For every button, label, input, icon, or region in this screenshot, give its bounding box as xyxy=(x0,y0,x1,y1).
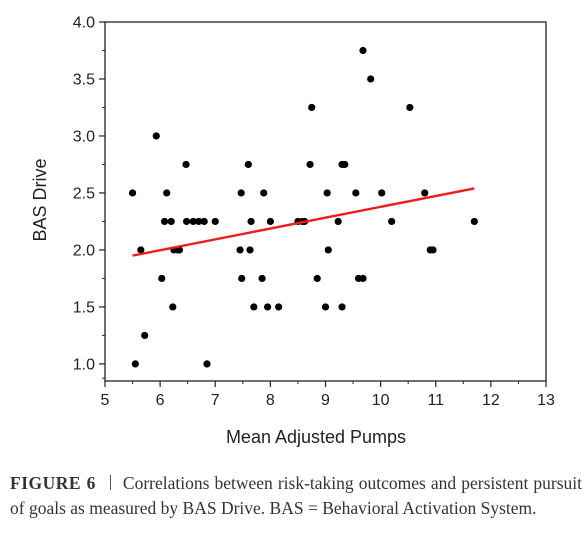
data-point xyxy=(313,274,321,283)
data-point xyxy=(388,217,396,226)
plot-axes xyxy=(104,21,547,382)
figure-label: FIGURE 6 xyxy=(10,473,96,493)
y-tick-label: 2.0 xyxy=(73,242,95,259)
caption-separator xyxy=(109,475,111,490)
y-axis-title: BAS Drive xyxy=(30,158,50,241)
y-tick-label: 1.0 xyxy=(73,356,95,373)
data-point xyxy=(359,274,367,283)
data-point xyxy=(378,189,386,197)
x-axis-title: Mean Adjusted Pumps xyxy=(226,427,406,447)
data-point xyxy=(264,303,272,311)
x-tick-label: 13 xyxy=(537,392,555,409)
data-point xyxy=(238,274,246,283)
data-point xyxy=(163,189,171,197)
data-point xyxy=(244,160,252,169)
data-point xyxy=(167,217,175,226)
scatter-chart: 5 6 7 8 9 10 11 12 13 1.0 1.5 2.0 2.5 3.0 3.5 4.0 Mean… xyxy=(30,15,555,448)
data-point xyxy=(160,217,169,226)
plot-frame xyxy=(104,21,547,382)
data-point xyxy=(175,246,184,254)
x-tick-label: 6 xyxy=(156,392,165,409)
data-point xyxy=(324,246,332,254)
data-point xyxy=(137,246,145,254)
data-point xyxy=(470,217,478,226)
data-point xyxy=(182,160,190,169)
data-point xyxy=(128,189,137,197)
data-point xyxy=(236,246,244,254)
y-tick-label: 2.5 xyxy=(73,185,95,202)
x-tick-label: 7 xyxy=(211,392,220,409)
data-point xyxy=(152,132,160,140)
y-tick-label: 1.5 xyxy=(73,299,95,316)
data-point xyxy=(250,303,258,311)
data-point xyxy=(237,189,245,197)
data-point xyxy=(352,189,360,197)
data-point xyxy=(258,274,266,283)
data-point xyxy=(306,160,314,169)
data-point xyxy=(323,189,331,197)
data-point xyxy=(308,103,316,112)
data-point xyxy=(131,360,139,368)
x-tick-label: 12 xyxy=(482,392,500,409)
y-axis-ticks: 1.0 1.5 2.0 2.5 3.0 3.5 4.0 xyxy=(73,15,105,379)
data-point xyxy=(195,217,203,226)
data-point xyxy=(359,46,367,55)
scatter-points xyxy=(128,46,478,368)
x-tick-label: 9 xyxy=(321,392,330,409)
data-point xyxy=(341,160,349,169)
data-point xyxy=(260,189,268,197)
caption-text: Correlations between risk-taking outcome… xyxy=(10,473,582,518)
data-point xyxy=(246,246,254,254)
data-point xyxy=(189,217,197,226)
data-point xyxy=(247,217,255,226)
x-tick-label: 11 xyxy=(427,392,444,409)
data-point xyxy=(421,189,429,197)
trendline-group xyxy=(132,187,475,257)
y-tick-label: 3.0 xyxy=(73,128,95,145)
data-point xyxy=(203,360,211,368)
data-point xyxy=(182,217,191,226)
data-point xyxy=(406,103,414,112)
x-tick-label: 8 xyxy=(266,392,275,409)
data-point xyxy=(158,274,166,283)
data-point xyxy=(266,217,274,226)
x-tick-label: 10 xyxy=(372,392,390,409)
x-axis-ticks: 5 6 7 8 9 10 11 12 13 xyxy=(101,381,555,409)
data-point xyxy=(275,303,283,311)
data-point xyxy=(211,217,219,226)
data-point xyxy=(429,246,437,254)
y-tick-label: 4.0 xyxy=(73,15,95,32)
data-point xyxy=(200,217,208,226)
data-point xyxy=(141,331,149,340)
y-tick-label: 3.5 xyxy=(73,71,95,88)
data-point xyxy=(338,303,346,311)
data-point xyxy=(169,303,177,311)
x-tick-label: 5 xyxy=(101,392,110,409)
data-point xyxy=(367,75,375,83)
trendline xyxy=(132,187,475,257)
data-point xyxy=(321,303,330,311)
data-point xyxy=(334,217,342,226)
figure-caption: FIGURE 6 Correlations between risk-taking… xyxy=(10,471,582,521)
